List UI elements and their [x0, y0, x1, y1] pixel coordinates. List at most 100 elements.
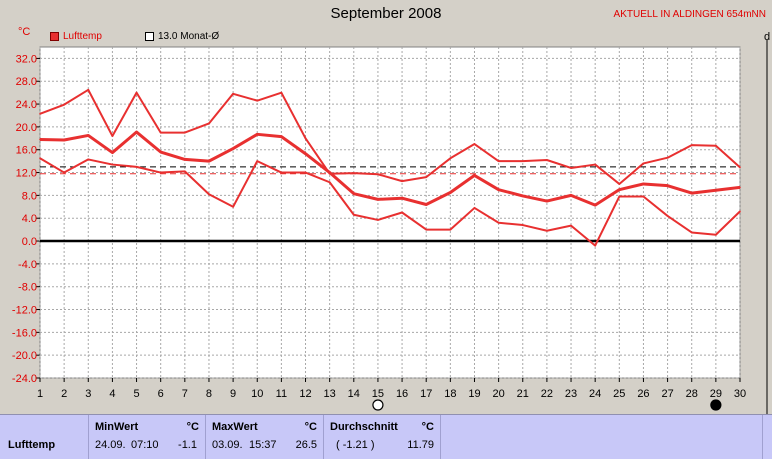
data-point-min: [497, 221, 500, 224]
data-point-mean: [208, 160, 210, 162]
stats-row-label: Lufttemp: [8, 439, 56, 451]
data-point-max: [521, 160, 524, 162]
data-point-min: [328, 181, 331, 184]
data-point-max: [449, 157, 452, 160]
data-point-min: [666, 215, 669, 217]
legend-monthly-average: 13.0 Monat-Ø: [145, 31, 219, 42]
data-point-min: [377, 219, 379, 221]
x-tick-label: 12: [299, 388, 311, 400]
min-date: 24.09.: [95, 439, 126, 451]
data-point-max: [111, 135, 114, 137]
x-tick-label: 17: [420, 388, 432, 400]
x-tick-label: 14: [348, 388, 360, 400]
data-point-max: [159, 131, 162, 134]
x-tick-label: 30: [734, 388, 746, 400]
x-tick-label: 13: [324, 388, 336, 400]
data-point-max: [63, 103, 65, 106]
data-point-mean: [377, 198, 379, 201]
series-line-min: [39, 157, 741, 247]
stats-row-cell: Lufttemp: [0, 415, 88, 459]
x-tick-label: 2: [61, 388, 67, 400]
data-point-mean: [715, 189, 717, 192]
data-point-max: [546, 159, 548, 161]
data-point-mean: [739, 186, 741, 189]
data-point-min: [352, 213, 355, 216]
x-tick-label: 24: [589, 388, 601, 400]
data-point-max: [208, 122, 210, 125]
x-tick-label: 15: [372, 388, 384, 400]
stats-panel: Lufttemp MinWert °C 24.09. 07:10 -1.1 Ma…: [0, 414, 772, 459]
data-point-min: [63, 171, 65, 174]
y-tick-label: -8.0: [18, 282, 37, 294]
data-point-min: [232, 205, 234, 208]
avg-diff: ( -1.21 ): [336, 439, 375, 451]
data-point-min: [715, 233, 717, 236]
data-point-min: [570, 224, 572, 227]
avg-header: Durchschnitt: [330, 421, 398, 433]
data-point-max: [497, 160, 500, 162]
y-tick-label: 12.0: [16, 168, 37, 180]
x-tick-label: 22: [541, 388, 553, 400]
data-point-min: [473, 207, 476, 209]
data-point-min: [256, 160, 259, 162]
data-point-mean: [280, 135, 283, 138]
stats-divider: [440, 415, 441, 459]
chart-title: September 2008: [330, 5, 442, 22]
data-point-min: [111, 163, 114, 166]
data-point-min: [87, 158, 90, 161]
data-point-min: [425, 228, 428, 231]
x-tick-label: 6: [158, 388, 164, 400]
legend-swatch-lufttemp: [50, 32, 59, 41]
x-tick-label: 18: [444, 388, 456, 400]
min-value: -1.1: [178, 439, 197, 451]
x-tick-label: 20: [492, 388, 504, 400]
data-point-min: [618, 195, 621, 198]
data-point-mean: [184, 158, 186, 161]
legend-swatch-average: [145, 32, 154, 41]
moon-full-icon: [372, 399, 384, 411]
data-point-max: [570, 167, 572, 169]
y-tick-label: 28.0: [16, 76, 37, 88]
data-point-max: [594, 163, 596, 166]
x-tick-label: 3: [85, 388, 91, 400]
data-point-max: [352, 172, 355, 174]
data-point-mean: [690, 192, 693, 194]
stats-divider: [762, 415, 763, 459]
data-point-mean: [87, 134, 90, 137]
y-unit-label: °C: [18, 26, 31, 38]
data-point-max: [304, 137, 307, 140]
data-point-max: [473, 143, 476, 145]
x-tick-label: 29: [710, 388, 722, 400]
data-point-min: [135, 166, 138, 168]
max-date: 03.09.: [212, 439, 243, 451]
stats-divider: [323, 415, 324, 459]
x-tick-label: 7: [182, 388, 188, 400]
data-point-max: [280, 91, 283, 94]
data-point-min: [304, 171, 307, 174]
x-tick-label: 25: [613, 388, 625, 400]
data-point-min: [280, 171, 283, 174]
x-tick-label: 21: [517, 388, 529, 400]
y-tick-label: 0.0: [22, 236, 37, 248]
data-point-min: [546, 229, 548, 232]
data-point-mean: [473, 174, 476, 177]
data-point-max: [256, 99, 259, 102]
data-point-mean: [642, 183, 645, 185]
data-point-min: [642, 195, 645, 198]
y-tick-label: 8.0: [22, 190, 37, 202]
x-tick-label: 1: [37, 388, 43, 400]
min-header: MinWert: [95, 421, 139, 433]
data-point-mean: [425, 203, 428, 206]
data-point-max: [425, 176, 428, 178]
legend-lufttemp: Lufttemp: [50, 31, 102, 42]
data-point-mean: [594, 204, 596, 206]
data-point-mean: [521, 195, 524, 197]
data-point-max: [401, 180, 403, 182]
data-point-mean: [570, 194, 572, 197]
data-point-min: [521, 224, 524, 226]
y-tick-label: -16.0: [12, 327, 37, 339]
x-tick-label: 4: [109, 388, 115, 400]
data-point-min: [184, 170, 186, 173]
data-point-min: [739, 210, 741, 213]
data-point-max: [377, 173, 379, 176]
